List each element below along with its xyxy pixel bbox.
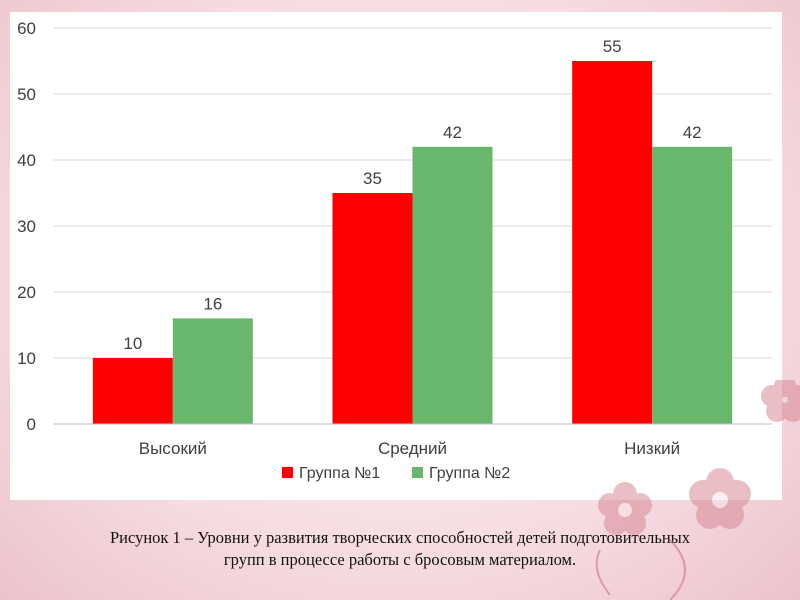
y-tick-label: 0 <box>27 415 36 434</box>
x-tick-label: Средний <box>378 439 447 458</box>
figure-caption: Рисунок 1 – Уровни у развития творческих… <box>0 527 800 571</box>
data-label: 55 <box>603 37 622 56</box>
data-label: 16 <box>203 294 222 313</box>
caption-line-2: групп в процессе работы с бросовым матер… <box>223 550 577 569</box>
y-tick-label: 50 <box>17 85 36 104</box>
y-tick-label: 30 <box>17 217 36 236</box>
bar <box>172 318 253 424</box>
legend-label: Группа №1 <box>299 465 380 482</box>
legend-swatch <box>282 467 293 478</box>
bar <box>332 193 413 424</box>
caption-line-1: Рисунок 1 – Уровни у развития творческих… <box>109 528 691 547</box>
data-label: 42 <box>443 123 462 142</box>
bar <box>412 146 493 425</box>
data-label: 10 <box>123 334 142 353</box>
data-label: 35 <box>363 169 382 188</box>
legend-label: Группа №2 <box>429 465 510 482</box>
x-tick-label: Низкий <box>624 439 680 458</box>
y-tick-label: 10 <box>17 349 36 368</box>
bar <box>652 146 733 425</box>
bar <box>572 61 653 424</box>
y-tick-label: 60 <box>17 19 36 38</box>
chart-panel: 0 10 20 30 40 50 60 10 16 Высокий 35 42 Средний 55 42 Н… <box>10 12 782 500</box>
bar <box>92 358 173 424</box>
y-tick-label: 20 <box>17 283 36 302</box>
flower-decoration-icon <box>595 380 800 600</box>
x-tick-label: Высокий <box>139 439 207 458</box>
legend-swatch <box>412 467 423 478</box>
bar-chart: 0 10 20 30 40 50 60 10 16 Высокий 35 42 Средний 55 42 Н… <box>17 19 772 482</box>
data-label: 42 <box>683 123 702 142</box>
y-tick-label: 40 <box>17 151 36 170</box>
